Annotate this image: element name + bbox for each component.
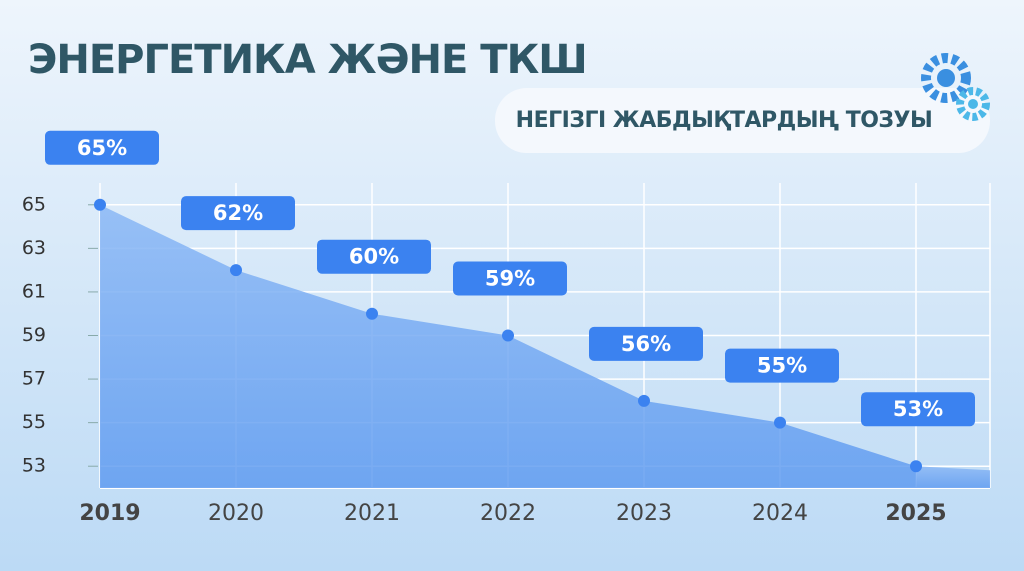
value-label: 62% [213,201,263,225]
data-point [774,416,786,429]
value-label-box [317,239,431,274]
data-point [366,307,378,320]
y-tick-label: 57 [22,368,46,390]
data-point [638,394,650,407]
chart-subtitle: НЕГІЗГІ ЖАБДЫҚТАРДЫҢ ТОЗУЫ [516,108,933,133]
x-tick-label: 2024 [752,501,808,526]
value-label: 65% [77,136,127,160]
y-tick-label: 65 [22,193,46,215]
value-label: 53% [893,397,943,421]
y-tick-label: 63 [22,237,46,259]
value-label-box [181,196,295,231]
chart-title: ЭНЕРГЕТИКА ЖӘНЕ ТКШ [28,37,587,83]
value-label-box [453,261,567,296]
x-tick-label: 2023 [616,501,672,526]
data-point [94,198,106,211]
subtitle-pill [495,88,990,153]
x-tick-label: 2019 [79,501,140,526]
x-tick-label: 2022 [480,501,536,526]
data-point [230,264,242,277]
x-tick-label: 2020 [208,501,264,526]
x-tick-label: 2025 [885,501,946,526]
gears-icon [921,53,990,121]
value-label-box [861,392,975,427]
plot: 53 55 57 59 61 63 65 65% 62% 60% 59% 56% 55% 53% 2019 2… [22,130,991,526]
y-tick-label: 61 [22,280,46,302]
y-tick-label: 59 [22,324,46,346]
y-tick-label: 53 [22,455,46,477]
area [100,204,916,489]
x-tick-label: 2021 [344,501,400,526]
value-label-box [589,326,703,361]
data-point [910,460,922,473]
value-label: 60% [349,245,399,269]
value-label: 56% [621,332,671,356]
data-point [502,329,514,342]
value-label: 55% [757,354,807,378]
value-label-box [725,348,839,383]
area-tail [916,466,990,488]
value-label-box [45,130,159,165]
value-label: 59% [485,267,535,291]
y-tick-label: 55 [22,411,46,433]
